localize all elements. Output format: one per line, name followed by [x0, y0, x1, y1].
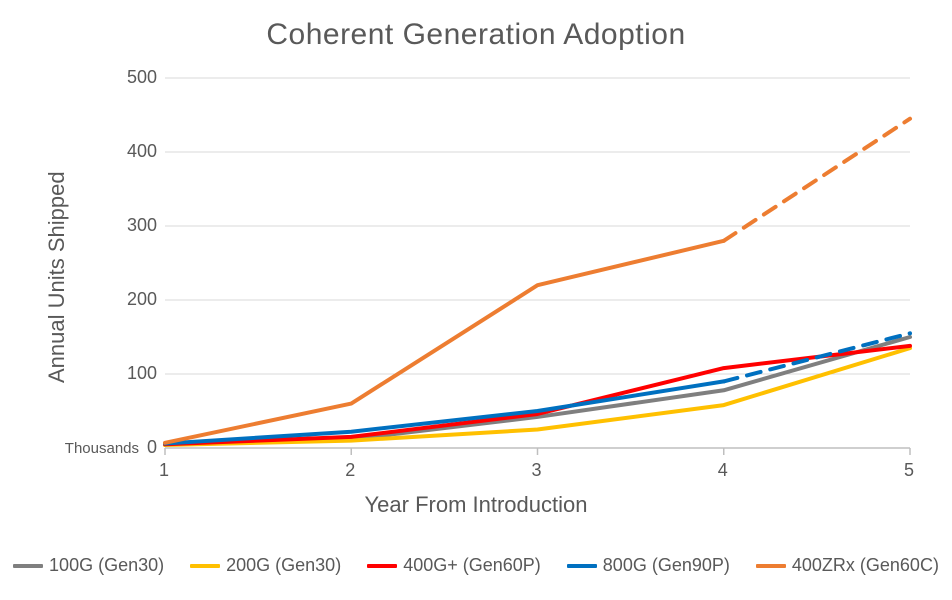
- x-tick-label: 2: [345, 460, 355, 481]
- y-tick-label: 0: [147, 437, 157, 458]
- legend-item: 800G (Gen90P): [567, 555, 730, 576]
- legend-swatch: [756, 564, 786, 568]
- legend-item: 200G (Gen30): [190, 555, 341, 576]
- legend-swatch: [13, 564, 43, 568]
- legend-label: 800G (Gen90P): [603, 555, 730, 576]
- x-tick-label: 4: [718, 460, 728, 481]
- legend-swatch: [367, 564, 397, 568]
- x-tick-label: 3: [532, 460, 542, 481]
- legend-label: 400G+ (Gen60P): [403, 555, 541, 576]
- legend-swatch: [567, 564, 597, 568]
- chart-container: Coherent Generation Adoption Annual Unit…: [0, 0, 952, 600]
- legend-item: 400G+ (Gen60P): [367, 555, 541, 576]
- legend-item: 400ZRx (Gen60C): [756, 555, 939, 576]
- y-tick-label: 200: [127, 289, 157, 310]
- legend-label: 400ZRx (Gen60C): [792, 555, 939, 576]
- legend-swatch: [190, 564, 220, 568]
- y-tick-label: 300: [127, 215, 157, 236]
- legend-item: 100G (Gen30): [13, 555, 164, 576]
- y-tick-label: 500: [127, 67, 157, 88]
- x-tick-label: 5: [904, 460, 914, 481]
- legend: 100G (Gen30) 200G (Gen30) 400G+ (Gen60P) 80…: [0, 555, 952, 576]
- legend-label: 200G (Gen30): [226, 555, 341, 576]
- legend-label: 100G (Gen30): [49, 555, 164, 576]
- x-tick-label: 1: [159, 460, 169, 481]
- y-tick-label: 100: [127, 363, 157, 384]
- y-tick-label: 400: [127, 141, 157, 162]
